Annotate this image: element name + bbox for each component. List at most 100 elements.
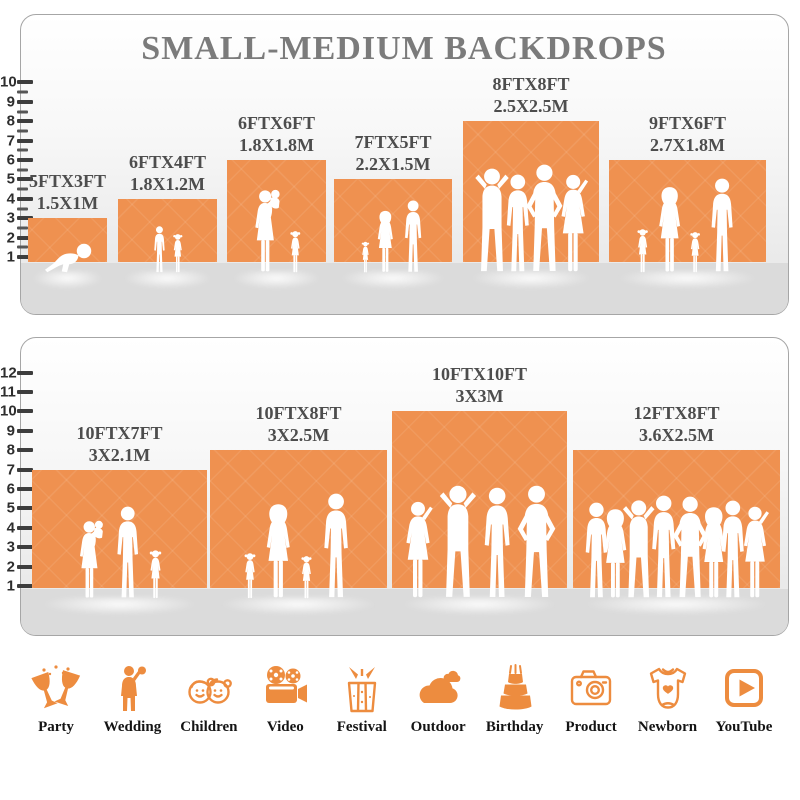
ruler-tick-minor — [17, 187, 28, 191]
floor-reflection — [122, 270, 213, 289]
backdrop-size-label: 10FTX7FT 3X2.1M — [20, 423, 220, 467]
ruler-tick — [17, 390, 33, 394]
category-item-youtube: YouTube — [710, 662, 778, 736]
ruler-tick — [17, 584, 33, 588]
product-icon — [565, 662, 617, 714]
backdrop-bar — [118, 198, 217, 289]
size-feet-text: 10FTX10FT — [431, 364, 527, 385]
floor-reflection — [339, 270, 447, 289]
people-silhouette-group — [573, 495, 780, 599]
person-man-silhouette — [400, 200, 426, 273]
floor-reflection — [469, 270, 593, 289]
category-item-children: Children — [175, 662, 243, 736]
ruler-tick — [17, 409, 33, 414]
ruler-number: 7 — [6, 132, 15, 150]
person-woman-silhouette — [654, 186, 685, 273]
outdoor-icon — [412, 662, 464, 714]
floor-reflection — [583, 596, 770, 615]
ruler-number: 1 — [6, 248, 15, 266]
ruler-tick — [17, 525, 33, 530]
person-girl-silhouette — [171, 233, 185, 273]
ruler-tick-minor — [17, 129, 28, 133]
size-meters-text: 1.5X1M — [36, 193, 99, 214]
size-meters-text: 2.7X1.8M — [650, 134, 725, 155]
backdrop-size-label: 12FTX8FT 3.6X2.5M — [577, 403, 777, 447]
ruler-tick-minor — [17, 148, 28, 152]
newborn-icon — [642, 662, 694, 714]
person-baby-crawl-silhouette — [41, 243, 95, 273]
size-meters-text: 3X2.5M — [267, 425, 330, 446]
person-woman-pose-silhouette — [736, 504, 774, 599]
person-man-head-silhouette — [433, 483, 483, 599]
ruler-tick — [17, 177, 33, 182]
ruler-tick — [17, 138, 33, 143]
size-meters-text: 3X3M — [455, 386, 504, 407]
backdrop-bar — [573, 450, 780, 615]
floor-reflection — [40, 596, 199, 615]
backdrop-bar — [227, 160, 326, 289]
backdrop-size-label: 10FTX8FT 3X2.5M — [199, 403, 399, 447]
ruler-tick — [17, 428, 33, 433]
backdrop-size-label: 7FTX5FT 2.2X1.5M — [293, 132, 493, 176]
backdrop-bar — [609, 160, 766, 289]
ruler-number: 8 — [6, 441, 15, 459]
floor-reflection — [31, 270, 104, 289]
floor-reflection — [616, 271, 759, 289]
backdrop-bar — [334, 179, 452, 289]
backdrop-bar — [463, 121, 599, 289]
ruler-number: 2 — [6, 558, 15, 576]
person-girl-silhouette — [242, 552, 258, 599]
person-girl-silhouette — [360, 241, 371, 273]
ruler-number: 3 — [6, 538, 15, 556]
ruler-tick — [17, 545, 33, 550]
category-label: Party — [38, 719, 74, 735]
size-feet-text: 6FTX6FT — [237, 113, 315, 133]
people-silhouette-group — [609, 178, 766, 273]
ruler-tick — [17, 506, 33, 511]
ruler-tick-minor — [17, 226, 28, 230]
size-feet-text: 10FTX8FT — [255, 403, 342, 424]
people-silhouette-group — [28, 243, 107, 273]
person-girl-silhouette — [288, 230, 303, 273]
person-woman-baby-silhouette — [75, 519, 108, 599]
ruler-tick — [17, 448, 33, 453]
size-feet-text: 10FTX7FT — [76, 422, 163, 443]
size-feet-text: 7FTX5FT — [354, 132, 432, 153]
ruler-number: 4 — [6, 519, 15, 537]
category-item-wedding: Wedding — [98, 662, 166, 736]
person-man-silhouette — [705, 178, 739, 273]
category-label: Video — [266, 719, 304, 735]
ruler-tick-minor — [17, 207, 28, 210]
ruler-number: 9 — [6, 422, 15, 440]
person-woman-silhouette — [261, 503, 296, 599]
ruler-tick-minor — [17, 168, 28, 172]
video-icon — [259, 662, 311, 714]
ruler-number: 5 — [6, 499, 15, 517]
birthday-icon — [489, 662, 541, 714]
backdrop-bar — [210, 450, 387, 615]
people-silhouette-group — [463, 164, 599, 273]
category-row: Party Wedding Children Video Festival Outdoor… — [22, 662, 778, 736]
person-woman-baby-silhouette — [250, 188, 285, 273]
floor-reflection — [400, 596, 559, 615]
person-man-hips-silhouette — [512, 485, 561, 599]
people-silhouette-group — [210, 493, 387, 599]
backdrop-size-label: 10FTX10FT 3X3M — [380, 364, 580, 408]
ruler-number: 9 — [6, 93, 15, 111]
festival-icon — [336, 662, 388, 714]
category-label: Wedding — [103, 719, 162, 735]
category-item-newborn: Newborn — [634, 662, 702, 736]
backdrop-bar — [392, 411, 567, 615]
youtube-icon — [718, 662, 770, 714]
backdrop-size-label: 6FTX6FT 1.8X1.8M — [177, 113, 377, 157]
size-feet-text: 6FTX4FT — [128, 151, 206, 172]
person-man-silhouette — [317, 493, 355, 599]
size-meters-text: 3X2.1M — [88, 444, 151, 465]
category-item-birthday: Birthday — [481, 662, 549, 736]
person-man-silhouette — [111, 506, 144, 599]
backdrop-size-label: 8FTX8FT 2.5X2.5M — [431, 74, 631, 118]
person-girl-silhouette — [299, 555, 314, 599]
ruler-number: 12 — [0, 364, 17, 382]
person-girl-silhouette — [635, 228, 650, 273]
